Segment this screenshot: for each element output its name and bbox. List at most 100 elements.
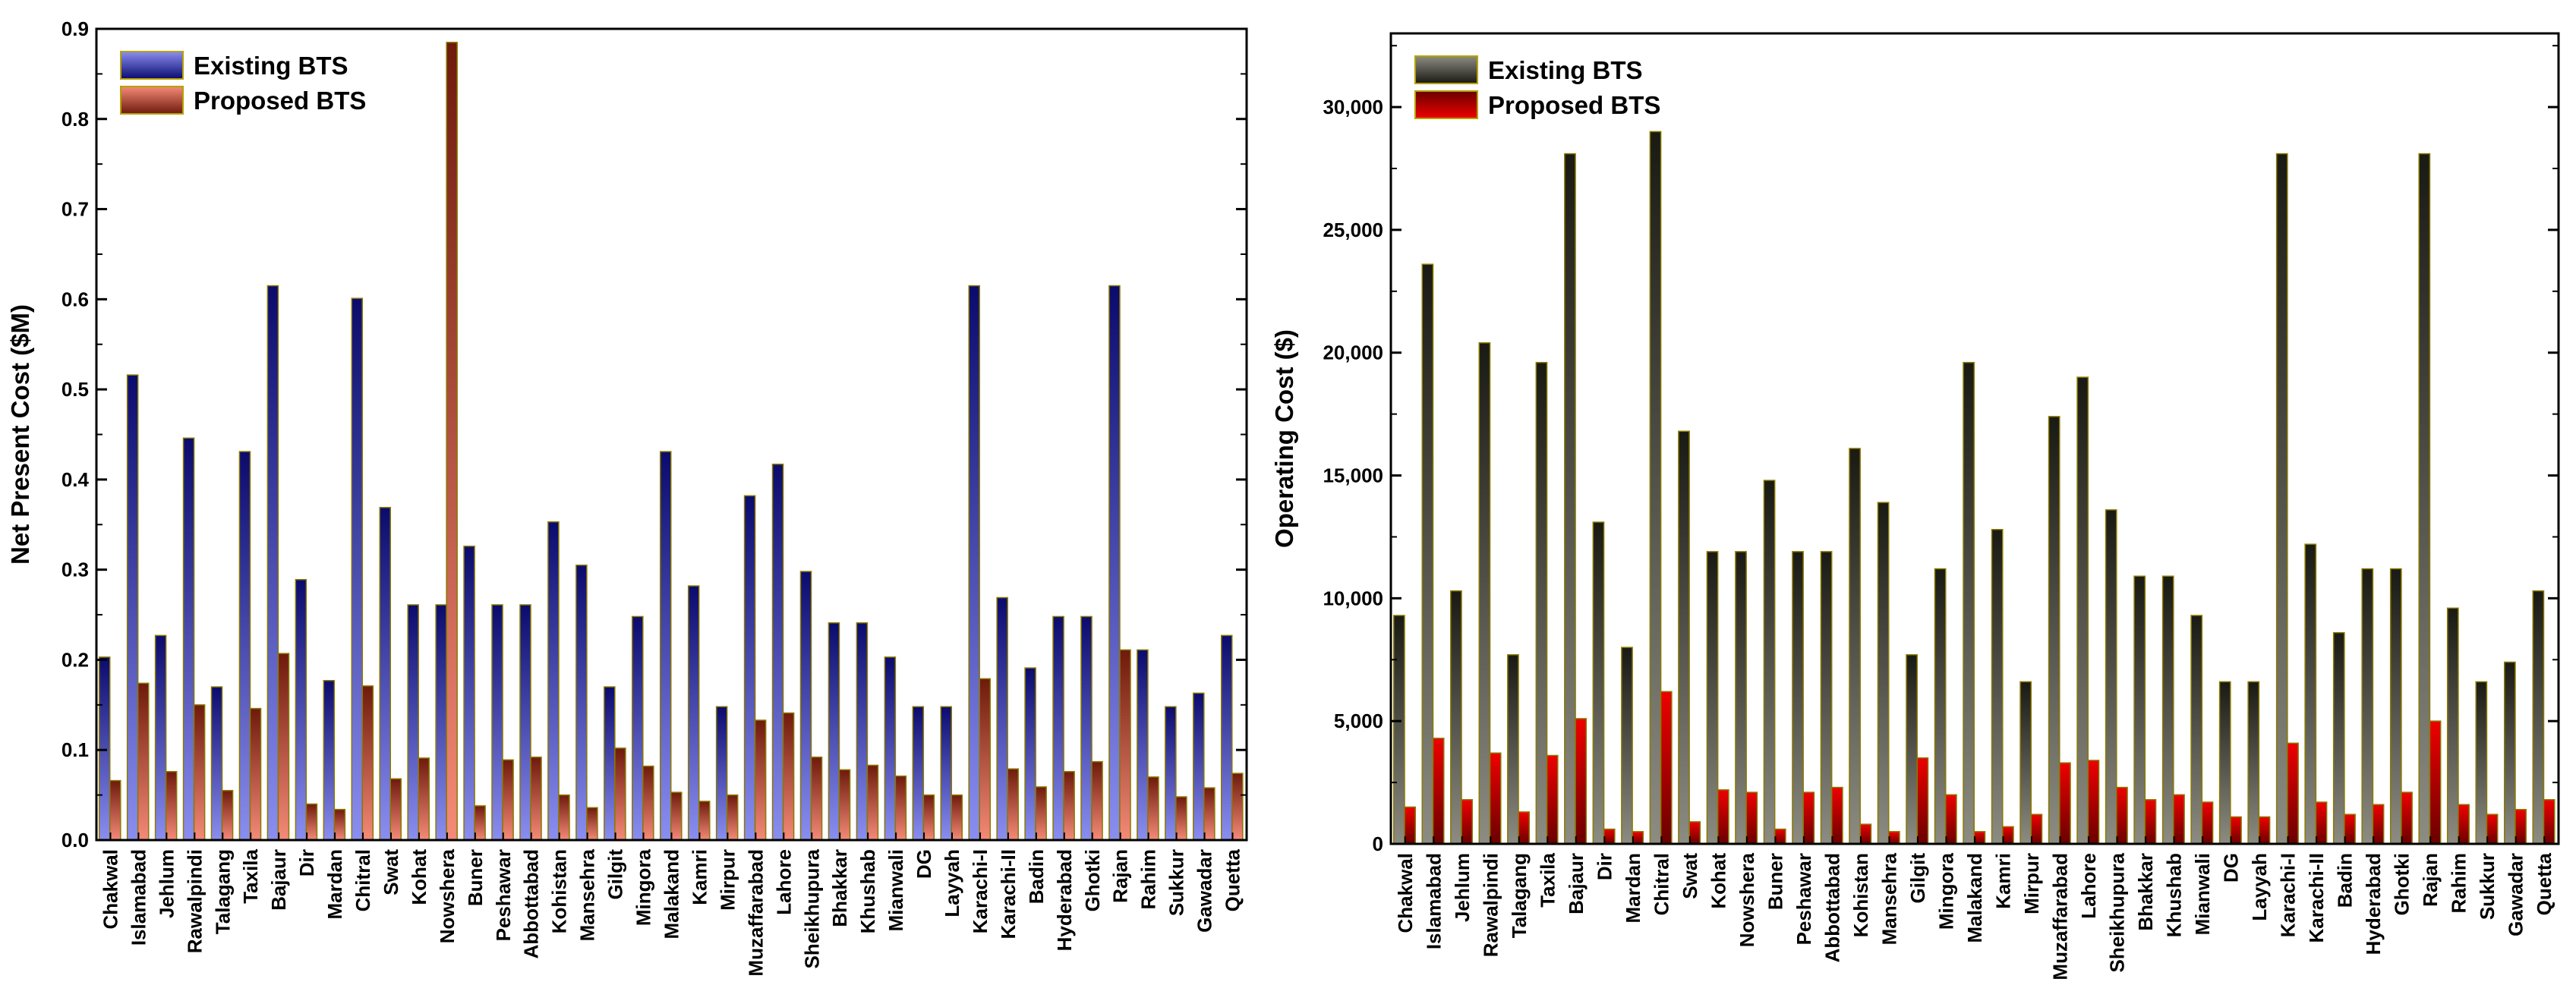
bar-proposed-karachi-ii (2315, 801, 2328, 845)
x-tick-label: Kamri (688, 849, 711, 905)
bar-existing-malakand (1963, 361, 1975, 845)
bar-proposed-quetta (2543, 799, 2556, 845)
x-tick-label: Buner (464, 849, 487, 906)
bar-existing-rawalpindi (182, 437, 195, 841)
bar-existing-mianwali (884, 656, 897, 841)
bar-proposed-khushab (866, 764, 879, 841)
bar-proposed-kamri (698, 801, 711, 841)
x-tick-label: Kohat (1707, 853, 1729, 909)
bar-existing-karachi-ii (2304, 543, 2317, 845)
bar-existing-kamri (1991, 529, 2004, 845)
x-tick-label: Gilgit (604, 849, 627, 900)
x-tick-label: Rajan (1109, 849, 1132, 903)
bar-proposed-ghotki (2401, 792, 2413, 845)
bar-proposed-talagang (221, 789, 234, 841)
bar-proposed-khushab (2173, 794, 2185, 845)
y-tick-label: 0.5 (61, 378, 89, 401)
x-tick-label: Badin (2334, 853, 2357, 908)
bar-existing-dg (2218, 681, 2231, 845)
chart-1-legend: Existing BTS Proposed BTS (1414, 55, 1660, 119)
bar-proposed-peshawar (1802, 792, 1815, 845)
x-tick-label: Khushab (856, 849, 879, 933)
x-tick-label: Khushab (2163, 853, 2186, 937)
x-tick-label: Peshawar (492, 849, 515, 941)
bar-existing-hyderabad (2361, 568, 2374, 845)
bar-proposed-chakwal (1404, 806, 1417, 845)
bar-existing-malakand (659, 451, 672, 841)
y-tick-label: 0.9 (61, 17, 89, 40)
x-tick-label: Chitral (352, 849, 374, 911)
x-tick-label: Badin (1025, 849, 1048, 904)
bar-proposed-sukkur (1175, 796, 1187, 841)
chart-1-bars (1393, 131, 2556, 845)
bar-proposed-nowshera (1745, 792, 1758, 845)
bar-proposed-mansehra (1887, 831, 1900, 845)
bar-proposed-dg (922, 794, 935, 841)
bar-existing-nowshera (1735, 551, 1747, 845)
chart-1-legend-swatch-proposed (1414, 90, 1478, 119)
x-tick-label: Abbottabad (520, 849, 543, 958)
bar-existing-bajaur (1564, 153, 1576, 845)
bar-proposed-gilgit (1916, 757, 1929, 845)
bar-existing-abbottabad (519, 604, 531, 841)
bar-proposed-quetta (1231, 773, 1244, 841)
x-tick-label: Rahim (2448, 853, 2470, 913)
bar-existing-chitral (1649, 131, 1662, 845)
x-tick-label: Kohistan (548, 849, 571, 933)
bar-proposed-taxila (1546, 754, 1559, 845)
bar-existing-kamri (687, 585, 700, 841)
bar-existing-dir (295, 578, 307, 841)
bar-existing-mardan (1621, 647, 1633, 845)
chart-1-legend-swatch-existing (1414, 55, 1478, 84)
bar-existing-mirpur (715, 706, 728, 841)
y-tick-label: 0.0 (61, 829, 89, 851)
bar-proposed-gawadar (2515, 808, 2527, 845)
bar-proposed-karachi-i (2287, 742, 2299, 845)
bar-proposed-hyderabad (2372, 804, 2385, 845)
bar-proposed-ghotki (1091, 760, 1103, 841)
bar-proposed-bajaur (277, 653, 290, 841)
bar-existing-badin (2332, 631, 2345, 845)
bar-proposed-buner (1774, 828, 1786, 845)
bar-existing-khushab (2161, 575, 2174, 845)
x-tick-label: Kohat (408, 849, 430, 905)
bar-existing-karachi-ii (996, 596, 1008, 841)
bar-existing-islamabad (1421, 263, 1434, 845)
bar-existing-karachi-i (2275, 153, 2288, 845)
bar-proposed-jehlum (1461, 799, 1474, 845)
x-tick-label: Taxila (1536, 852, 1559, 907)
bar-existing-sheikhupura (2105, 509, 2117, 845)
y-tick-label: 30,000 (1323, 96, 1383, 118)
bar-existing-buner (463, 546, 475, 841)
y-tick-label: 0.8 (61, 108, 89, 131)
x-tick-label: Bhakkar (828, 849, 851, 927)
bar-existing-sukkur (2475, 681, 2488, 845)
bar-proposed-mirpur (726, 794, 739, 841)
bar-existing-talagang (210, 686, 223, 841)
chart-1-y-axis-label: Operating Cost ($) (1270, 329, 1298, 548)
x-tick-label: Jehlum (1451, 853, 1474, 922)
y-tick-label: 0.4 (61, 468, 90, 491)
bar-proposed-rahim (1147, 776, 1159, 841)
bar-existing-muzaffarabad (743, 495, 756, 841)
bar-existing-ghotki (1080, 615, 1093, 841)
x-tick-label: Rawalpindi (183, 849, 206, 953)
bar-proposed-talagang (1518, 811, 1531, 845)
x-tick-label: Jehlum (155, 849, 178, 918)
bar-proposed-kohistan (558, 794, 570, 841)
bar-proposed-rajan (1119, 649, 1131, 841)
x-tick-label: Mardan (323, 849, 346, 919)
chart-0-legend-label-existing: Existing BTS (194, 52, 348, 80)
bar-existing-kohat (407, 604, 419, 841)
bar-existing-swat (1678, 430, 1690, 845)
y-tick-label: 0.1 (61, 738, 89, 761)
bar-existing-taxila (1535, 361, 1548, 845)
net-present-cost-chart: 0.0 0.1 0.2 0.3 0.4 0.5 0.6 0.7 0.8 0.9 Chakwal Isl… (6, 17, 1248, 977)
bar-proposed-rawalpindi (193, 704, 206, 841)
y-tick-label: 25,000 (1323, 219, 1383, 241)
x-tick-label: Malakand (661, 849, 683, 939)
bar-proposed-abbottabad (530, 756, 542, 841)
x-tick-label: Swat (1679, 853, 1701, 899)
chart-0-legend-swatch-existing (120, 51, 184, 80)
x-tick-label: Mingora (632, 848, 655, 926)
